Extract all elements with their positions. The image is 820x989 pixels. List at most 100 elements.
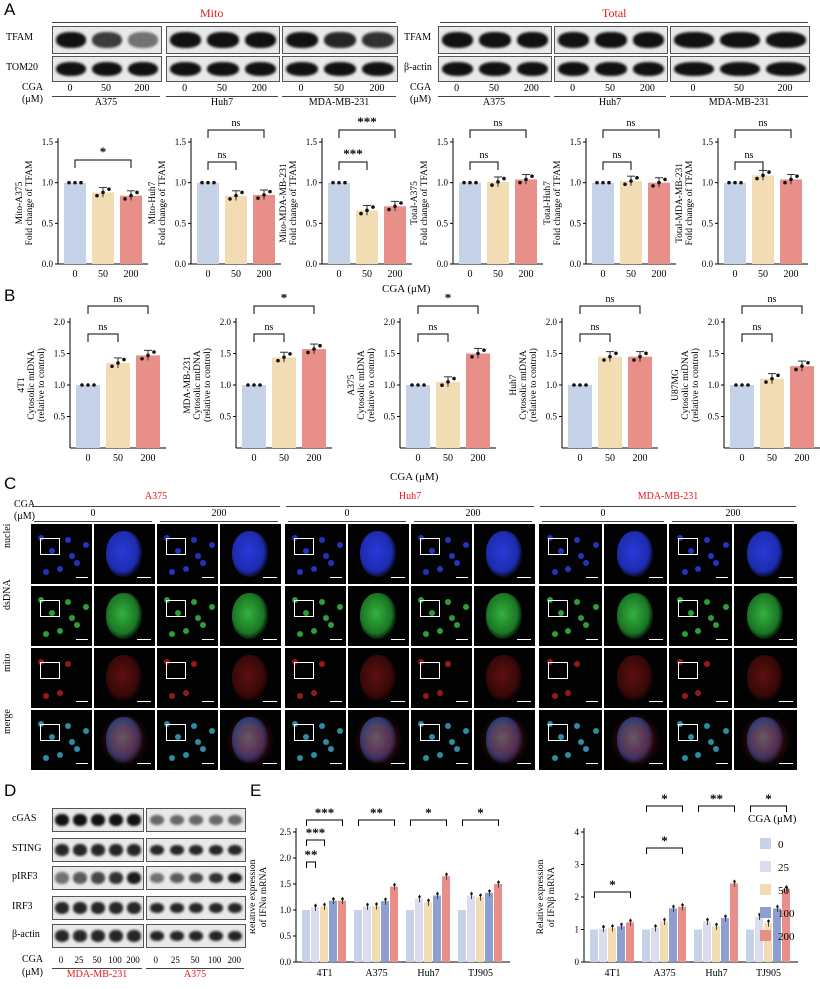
- bar: [626, 922, 634, 962]
- legend-label: 0: [778, 839, 784, 851]
- legend-swatch: [760, 930, 771, 941]
- bar: [694, 929, 702, 962]
- cell-dot: [429, 610, 436, 616]
- dose-underline: [288, 521, 406, 522]
- roi-box: [293, 538, 314, 556]
- x-tick-label: 50: [605, 453, 615, 464]
- bar: [746, 929, 754, 962]
- row-label: nuclei: [2, 523, 13, 548]
- data-point: [482, 348, 486, 352]
- y-axis-label: U87MG: [671, 369, 681, 401]
- roi-box: [165, 538, 186, 556]
- scale-bar: [779, 701, 793, 702]
- data-point: [734, 383, 738, 387]
- total-title: Total: [602, 6, 627, 20]
- x-tick-label: 200: [652, 269, 667, 280]
- bar: [752, 175, 774, 264]
- cell-dot: [64, 661, 71, 668]
- dose-label: 50: [734, 83, 744, 94]
- cell-dot: [322, 552, 329, 559]
- bar: [515, 179, 537, 264]
- significance-bracket: [469, 161, 499, 170]
- cell-line-label: A375: [183, 969, 207, 980]
- significance-bracket: [741, 305, 803, 314]
- cell-dot: [297, 755, 304, 761]
- x-tick-label: 50: [113, 453, 123, 464]
- bar: [197, 182, 219, 264]
- zoom-image: [348, 710, 409, 770]
- cell-dot: [310, 752, 317, 758]
- dose-underline: [414, 521, 532, 522]
- roi-box: [165, 600, 186, 618]
- cell-dot: [327, 622, 334, 628]
- cell-nucleus: [746, 531, 784, 577]
- cell-dot: [292, 720, 299, 727]
- data-point: [107, 187, 111, 191]
- y-tick-label: 0.0: [42, 259, 54, 269]
- cell-dot: [327, 746, 334, 752]
- blot-band: [56, 61, 86, 77]
- significance-bracket: [741, 333, 773, 342]
- significance-label: *: [609, 877, 616, 892]
- data-point: [410, 383, 414, 387]
- legend-label: 100: [778, 908, 795, 920]
- y-tick-label: 1.0: [42, 178, 54, 188]
- cell-mito-overlay: [610, 713, 661, 767]
- y-axis-label: Relative expression: [536, 859, 546, 934]
- x-tick-label: 200: [307, 453, 322, 464]
- cell-dot: [708, 738, 715, 745]
- bar: [476, 897, 484, 962]
- y-tick-label: 0.5: [437, 218, 449, 228]
- y-tick-label: 2.0: [708, 317, 720, 327]
- dose-label: 200: [777, 83, 793, 94]
- cell-dot: [423, 755, 430, 761]
- row-label-tfam-mito: TFAM: [6, 32, 34, 43]
- dose-label: 100: [207, 955, 222, 965]
- cell-dot: [322, 614, 329, 621]
- cell-mito-overlay: [354, 713, 403, 767]
- blot-strip: [166, 56, 280, 82]
- bar: [648, 182, 670, 264]
- x-tick-label: 0: [337, 269, 342, 280]
- cell-mito-overlay: [740, 713, 791, 767]
- blot-band: [91, 844, 105, 856]
- group-underline: [32, 506, 280, 507]
- data-point: [518, 180, 522, 185]
- data-point: [418, 895, 421, 899]
- blot-strip: [146, 838, 246, 862]
- cell-nucleus: [360, 531, 396, 577]
- y-tick-label: 0.5: [220, 412, 232, 422]
- bar: [338, 900, 346, 962]
- dose-label: 200: [251, 83, 267, 94]
- dose-label: 200: [134, 83, 150, 94]
- bar: [721, 918, 729, 962]
- blot-band: [150, 873, 164, 883]
- bar: [764, 923, 772, 962]
- y-tick-label: 1.5: [437, 137, 449, 147]
- data-point: [733, 180, 737, 185]
- bar: [790, 366, 814, 448]
- blot-band: [170, 32, 202, 48]
- x-tick-label: Huh7: [417, 968, 439, 979]
- data-point: [681, 903, 684, 907]
- significance-label: *: [281, 294, 288, 305]
- cell-dot: [169, 693, 176, 699]
- blot-band: [286, 32, 318, 48]
- x-tick-label: 200: [124, 269, 139, 280]
- cell-dot: [43, 569, 50, 575]
- cell-dot: [565, 690, 572, 696]
- cell-dot: [448, 552, 455, 559]
- roi-box: [39, 600, 60, 618]
- field-image: [157, 648, 218, 708]
- dose-label: 0: [454, 83, 460, 94]
- dose-label: 25: [170, 955, 180, 965]
- field-image: [411, 586, 472, 646]
- cell-dot: [687, 734, 694, 740]
- significance-label: ns: [114, 294, 123, 305]
- row-label: pIRF3: [12, 871, 38, 882]
- cell-dot: [722, 728, 729, 734]
- dose-label: 0: [153, 955, 159, 965]
- bar: [712, 926, 720, 962]
- data-point: [262, 193, 266, 197]
- significance-label: ns: [768, 294, 777, 305]
